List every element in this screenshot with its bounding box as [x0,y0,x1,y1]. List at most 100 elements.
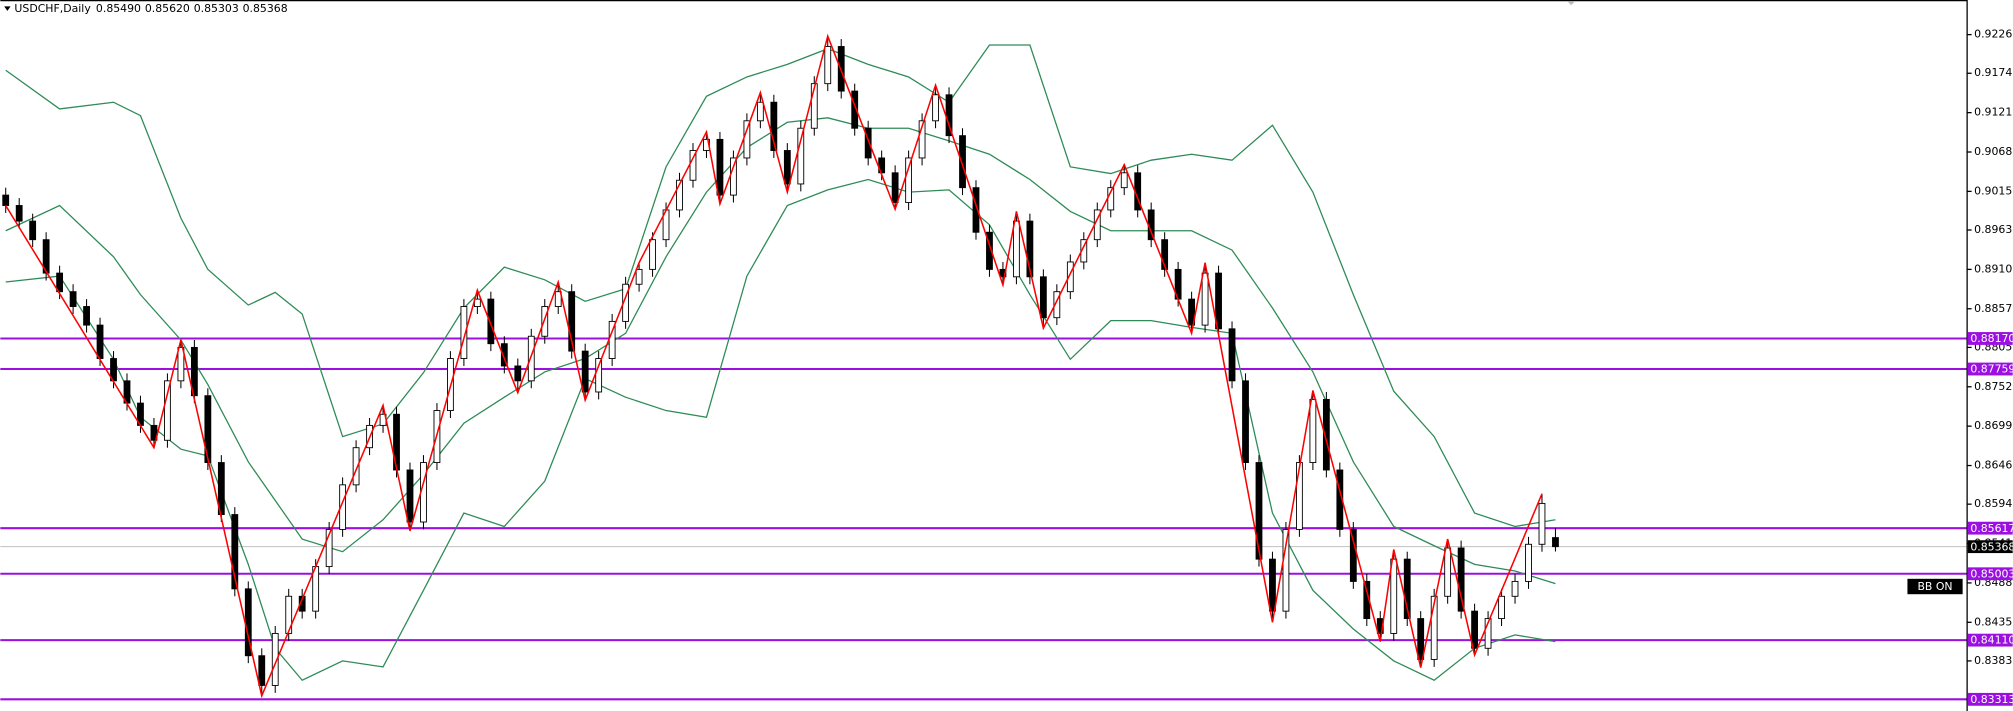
candle-body [1026,220,1034,278]
candle-body [783,150,791,185]
candle-body [298,595,306,612]
candle-body [406,469,414,523]
level-label: 0.87759 [1970,363,2013,376]
candle-body [851,90,859,129]
candle-body [1188,298,1196,326]
candle-body [554,291,562,307]
candle-body [959,135,966,189]
candle-body [905,157,913,203]
candle-body [258,655,266,686]
candle-body [932,94,939,122]
candle-body [541,306,549,337]
level-badge [1967,633,2013,647]
indicator-badge [1907,578,1963,595]
candle-body [204,395,212,464]
candle-body [352,447,360,486]
candle-body [1161,239,1169,270]
candle-body [1511,580,1519,597]
candle-body [1255,462,1263,560]
candle-body [42,239,50,274]
candle-body [986,231,993,270]
bollinger-lower [5,178,1556,682]
candle-body [1430,595,1438,660]
candle-body [1066,261,1074,293]
candle-body [1322,398,1330,471]
candle-body [824,46,832,85]
candle-body [325,528,333,568]
close-value: 0.85368 [243,2,288,15]
candle-body [1228,328,1236,382]
candle-body [797,127,805,185]
candle-body [1484,618,1492,649]
level-label: 0.85617 [1970,522,2013,535]
candle-body [595,358,603,393]
candle-body [15,205,23,222]
low-value: 0.85303 [194,2,239,15]
scroll-marker [1567,1,1576,6]
candle-body [460,306,468,359]
candle-body [1215,272,1222,330]
candle-body [864,127,872,159]
candle-body [177,346,185,382]
candle-body [285,595,293,634]
high-value: 0.85620 [145,2,190,15]
candle-body [231,514,239,590]
candle-body [1457,547,1465,612]
candle-body [1120,172,1128,189]
candle-body [190,346,198,397]
level-badge [1967,692,2013,706]
chart-header: USDCHF,Daily 0.85490 0.85620 0.85303 0.85368 [14,2,287,15]
candle-body [1417,618,1425,660]
candle-body [770,101,778,151]
candle-body [1390,558,1398,634]
candle-body [487,298,495,345]
candle-body [1471,610,1479,649]
candle-body [2,194,10,206]
candle-body [164,380,171,441]
candle-body [29,220,37,241]
candle-body [69,291,77,307]
candle-body [1498,595,1505,620]
candle-body [1201,272,1209,326]
level-badge [1967,521,2013,535]
open-value: 0.85490 [96,2,141,15]
candle-body [96,324,104,359]
candle-body [743,120,751,159]
indicator-label: BB ON [1917,580,1952,593]
candle-body [271,632,279,686]
candle-body [581,350,589,393]
menu-arrow[interactable] [4,6,11,11]
plot-area [0,33,1967,701]
level-label: 0.83313 [1970,693,2013,706]
zigzag [5,33,1543,699]
candle-body [756,101,764,122]
level-badge [1967,567,2013,581]
candle-body [676,179,683,211]
candle-body [1403,558,1411,620]
candle-body [810,83,818,129]
candle-body [83,306,90,326]
candle-body [972,187,980,233]
candle-body [649,239,656,270]
candle-body [918,120,926,159]
candle-body [891,172,899,203]
candle-body [500,343,508,367]
candle-body [1309,398,1317,464]
level-label: 0.85003 [1970,567,2013,580]
candle-body [56,272,64,293]
candle-body [568,291,576,352]
